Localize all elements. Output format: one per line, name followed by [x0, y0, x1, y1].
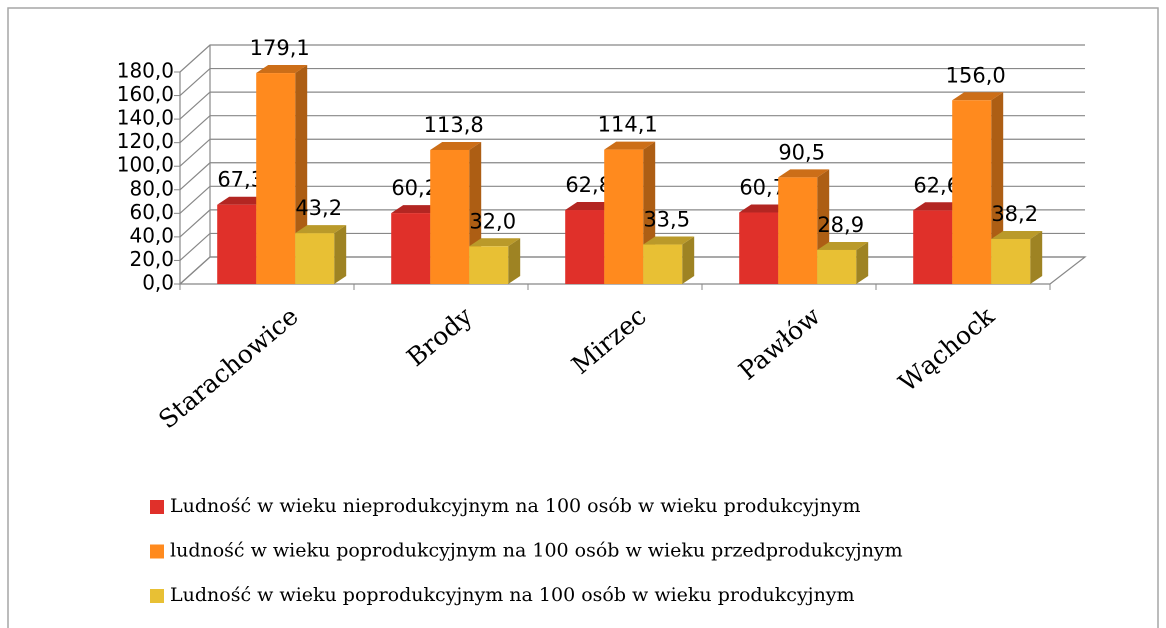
- bar: [565, 210, 605, 284]
- bar: [643, 244, 683, 284]
- y-tick-label: 100,0: [117, 153, 174, 177]
- bar: [778, 177, 818, 284]
- bar-top: [469, 238, 521, 247]
- bar-side: [682, 236, 695, 284]
- bar: [604, 149, 644, 284]
- data-label: 32,0: [469, 209, 516, 233]
- data-label: 179,1: [250, 36, 310, 60]
- bar: [256, 73, 296, 284]
- bar-top: [295, 225, 347, 234]
- data-label: 28,9: [817, 213, 864, 237]
- data-label: 38,2: [991, 202, 1038, 226]
- bar-top: [391, 205, 443, 214]
- legend-swatch: [150, 589, 164, 603]
- legend-label: Ludność w wieku nieprodukcyjnym na 100 o…: [170, 495, 861, 517]
- y-tick-label: 20,0: [129, 247, 174, 271]
- chart-border: [7, 7, 1159, 628]
- legend-label: ludność w wieku poprodukcyjnym na 100 os…: [170, 540, 903, 562]
- y-tick-label: 80,0: [129, 176, 174, 200]
- bar-side: [508, 238, 521, 284]
- data-label: 156,0: [946, 63, 1006, 87]
- data-label: 114,1: [598, 113, 658, 137]
- x-tick-label: Brody: [401, 301, 478, 372]
- bar-top: [217, 196, 269, 205]
- bar-side: [1030, 231, 1043, 284]
- bar-top: [952, 92, 1004, 101]
- data-label: 90,5: [778, 140, 825, 164]
- grid-line: [179, 67, 1085, 97]
- bar: [739, 212, 779, 284]
- bar: [913, 210, 953, 284]
- y-tick-label: 60,0: [129, 200, 174, 224]
- bar: [952, 100, 992, 285]
- y-tick-label: 140,0: [117, 106, 174, 130]
- bar-top: [430, 141, 482, 150]
- bar: [817, 249, 857, 284]
- x-tick-label: Mirzec: [566, 301, 652, 379]
- bar: [991, 239, 1031, 284]
- grid-line: [179, 162, 1085, 191]
- bar: [295, 233, 335, 284]
- bar: [430, 149, 470, 284]
- bar-top: [643, 236, 695, 245]
- legend-swatch: [150, 500, 164, 514]
- grid-line: [179, 44, 1085, 73]
- bar-top: [913, 202, 965, 211]
- bar: [391, 213, 431, 284]
- data-label: 113,8: [424, 113, 484, 137]
- bar-top: [604, 141, 656, 150]
- bar-top: [565, 202, 617, 211]
- x-tick-label: Starachowice: [153, 301, 304, 434]
- y-tick-label: 120,0: [117, 129, 174, 153]
- bar-side: [334, 225, 347, 284]
- y-tick-label: 0,0: [142, 271, 174, 295]
- bar-top: [991, 231, 1043, 240]
- bar-side: [856, 241, 869, 284]
- data-label: 33,5: [643, 208, 690, 232]
- x-tick-label: Pawłów: [733, 301, 826, 386]
- bar-top: [778, 169, 830, 178]
- bar-top: [256, 65, 308, 74]
- grid-line: [179, 115, 1085, 144]
- grid-line: [179, 91, 1085, 120]
- y-tick-label: 180,0: [117, 59, 174, 83]
- legend-swatch: [150, 544, 164, 559]
- x-tick-label: Wąchock: [893, 301, 1000, 398]
- grid-line: [179, 138, 1085, 167]
- bar: [469, 246, 509, 284]
- y-tick-label: 160,0: [117, 82, 174, 106]
- data-label: 43,2: [295, 196, 342, 220]
- bar-top: [817, 241, 869, 250]
- bar-top: [739, 204, 791, 213]
- bar: [217, 204, 257, 284]
- legend-label: Ludność w wieku poprodukcyjnym na 100 os…: [170, 584, 855, 606]
- y-tick-label: 40,0: [129, 223, 174, 247]
